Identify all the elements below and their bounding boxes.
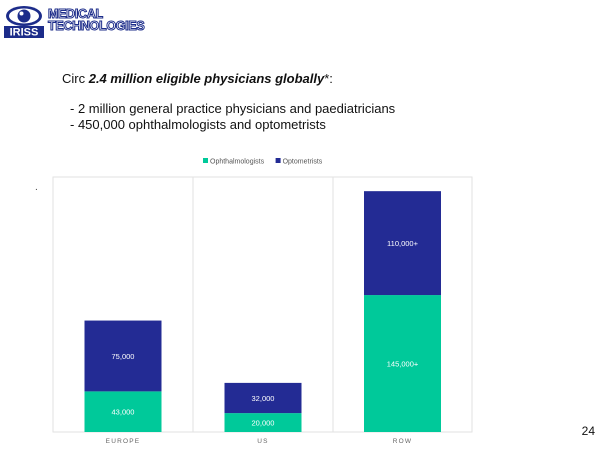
intro-suffix: *: [324,71,333,86]
data-label: 75,000 [112,352,135,361]
legend-swatch [203,158,208,163]
intro-text: Circ 2.4 million eligible physicians glo… [62,71,333,86]
bullet-item-1: - 2 million general practice physicians … [70,101,396,116]
stray-mark: . [35,182,38,193]
x-tick-label: EUROPE [106,438,141,445]
bar-optometrists-row [364,191,441,296]
bar-optometrists-us [224,382,302,414]
company-logo: IRISS MEDICAL TECHNOLOGIES [4,4,154,38]
x-tick-label: US [257,438,268,445]
data-label: 110,000+ [387,239,419,248]
bar-optometrists-europe [84,320,162,392]
legend-label: Ophthalmologists [210,159,265,166]
data-label: 43,000 [112,408,135,417]
intro-prefix: Circ [62,71,89,86]
logo-line-1: MEDICAL [47,7,103,21]
data-label: 32,000 [252,394,275,403]
logo-mark-text: IRISS [10,27,39,39]
logo-line-2: TECHNOLOGIES [47,19,145,33]
intro-bold: 2.4 million eligible physicians globally [88,71,325,86]
bullet-list: - 2 million general practice physicians … [70,101,395,133]
bar-ophthalmologists-row [364,295,441,432]
bar-ophthalmologists-europe [84,391,162,432]
legend-swatch [275,158,281,163]
bullet-item-2: - 450,000 ophthalmologists and optometri… [70,117,326,132]
x-tick-label: ROW [393,438,413,445]
data-label: 20,000 [252,419,275,428]
legend-label: Optometrists [283,159,323,166]
page-number: 24 [581,424,595,438]
logo-wordmark: MEDICAL TECHNOLOGIES [47,7,145,33]
data-label: 145,000+ [387,360,419,369]
eye-icon: IRISS [4,6,44,39]
bar-ophthalmologists-us [224,413,302,432]
